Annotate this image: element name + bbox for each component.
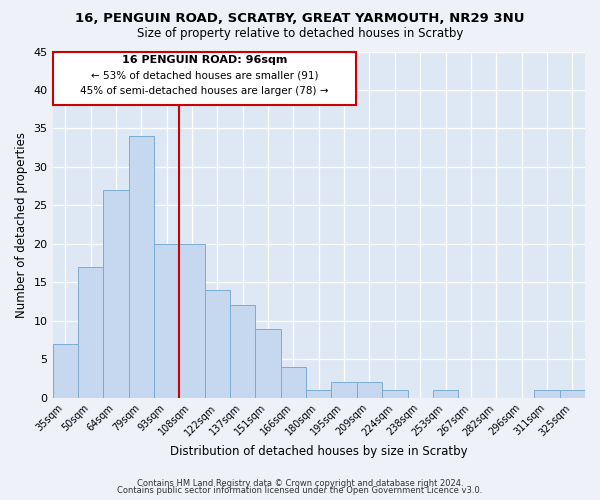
Bar	[78, 267, 103, 398]
Bar	[281, 367, 306, 398]
Y-axis label: Number of detached properties: Number of detached properties	[15, 132, 28, 318]
Bar	[382, 390, 407, 398]
Bar	[128, 136, 154, 398]
Bar	[256, 328, 281, 398]
Bar	[306, 390, 331, 398]
Bar	[103, 190, 128, 398]
Text: 16, PENGUIN ROAD, SCRATBY, GREAT YARMOUTH, NR29 3NU: 16, PENGUIN ROAD, SCRATBY, GREAT YARMOUT…	[75, 12, 525, 26]
Bar	[230, 306, 256, 398]
Bar	[53, 344, 78, 398]
Text: Contains HM Land Registry data © Crown copyright and database right 2024.: Contains HM Land Registry data © Crown c…	[137, 478, 463, 488]
Bar	[205, 290, 230, 398]
Bar	[357, 382, 382, 398]
X-axis label: Distribution of detached houses by size in Scratby: Distribution of detached houses by size …	[170, 444, 467, 458]
Text: Contains public sector information licensed under the Open Government Licence v3: Contains public sector information licen…	[118, 486, 482, 495]
Text: 45% of semi-detached houses are larger (78) →: 45% of semi-detached houses are larger (…	[80, 86, 329, 96]
Text: ← 53% of detached houses are smaller (91): ← 53% of detached houses are smaller (91…	[91, 70, 318, 81]
Text: 16 PENGUIN ROAD: 96sqm: 16 PENGUIN ROAD: 96sqm	[122, 55, 287, 65]
Bar	[560, 390, 585, 398]
Bar	[179, 244, 205, 398]
FancyBboxPatch shape	[53, 52, 356, 105]
Text: Size of property relative to detached houses in Scratby: Size of property relative to detached ho…	[137, 28, 463, 40]
Bar	[154, 244, 179, 398]
Bar	[331, 382, 357, 398]
Bar	[433, 390, 458, 398]
Bar	[534, 390, 560, 398]
